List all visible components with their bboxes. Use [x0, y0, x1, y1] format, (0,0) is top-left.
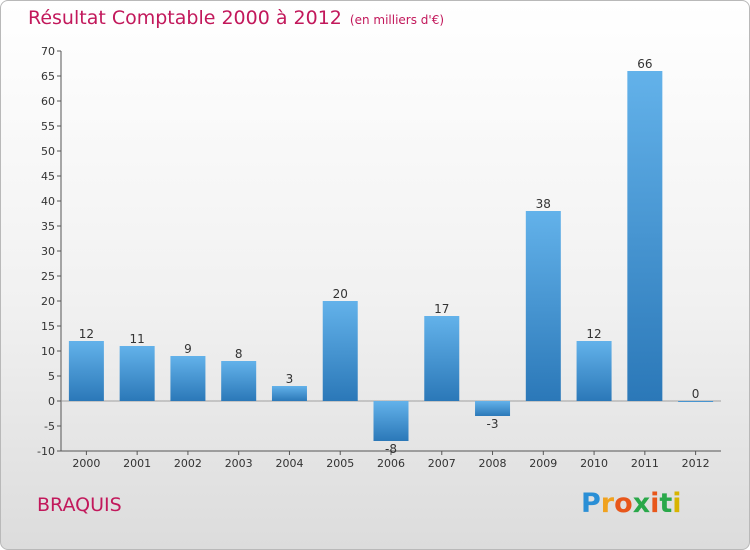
- x-tick-label: 2007: [428, 457, 456, 470]
- y-tick-label: 45: [41, 170, 55, 183]
- bar-2001: [119, 346, 155, 401]
- chart-subtitle: (en milliers d'€): [349, 13, 445, 27]
- x-tick-label: 2000: [72, 457, 100, 470]
- x-tick-label: 2010: [580, 457, 608, 470]
- bar-2009: [525, 211, 561, 401]
- y-tick-label: 65: [41, 70, 55, 83]
- bar-2011: [627, 71, 663, 401]
- value-label: 20: [333, 287, 348, 301]
- x-tick-label: 2009: [529, 457, 557, 470]
- value-label: 17: [434, 302, 449, 316]
- chart-title: Résultat Comptable 2000 à 2012 (en millie…: [28, 7, 444, 29]
- value-label: 12: [79, 327, 94, 341]
- proxiti-logo: Proxiti: [581, 488, 682, 519]
- x-tick-label: 2005: [326, 457, 354, 470]
- y-tick-label: 10: [41, 345, 55, 358]
- y-tick-label: 50: [41, 145, 55, 158]
- x-tick-label: 2004: [275, 457, 303, 470]
- value-label: 8: [235, 347, 243, 361]
- y-tick-label: 60: [41, 95, 55, 108]
- y-tick-label: 35: [41, 220, 55, 233]
- value-label: 38: [536, 197, 551, 211]
- x-tick-label: 2012: [682, 457, 710, 470]
- bar-2007: [424, 316, 460, 401]
- value-label: -8: [385, 442, 397, 456]
- y-tick-label: 70: [41, 45, 55, 58]
- x-tick-label: 2006: [377, 457, 405, 470]
- y-tick-label: 40: [41, 195, 55, 208]
- y-tick-label: -10: [37, 445, 55, 458]
- y-tick-label: 25: [41, 270, 55, 283]
- bar-2006: [373, 401, 409, 441]
- x-tick-label: 2001: [123, 457, 151, 470]
- x-tick-label: 2002: [174, 457, 202, 470]
- bar-2005: [322, 301, 358, 401]
- bar-2004: [271, 386, 307, 401]
- bar-2003: [221, 361, 257, 401]
- y-tick-label: 0: [48, 395, 55, 408]
- x-tick-label: 2011: [631, 457, 659, 470]
- value-label: 11: [130, 332, 145, 346]
- value-label: 3: [286, 372, 294, 386]
- bar-2008: [475, 401, 511, 416]
- commune-name: BRAQUIS: [37, 494, 122, 516]
- value-label: 66: [637, 57, 652, 71]
- bar-2010: [576, 341, 612, 401]
- chart-labels: 2000 12 2001 11 2002 9 2003 8 2004 3 2005 20 2006-8 2…: [72, 57, 709, 470]
- value-label: 9: [184, 342, 192, 356]
- x-tick-label: 2008: [479, 457, 507, 470]
- bar-2012: [678, 401, 714, 402]
- chart-title-text: Résultat Comptable 2000 à 2012: [28, 7, 342, 29]
- value-label: 0: [692, 387, 700, 401]
- y-tick-label: 15: [41, 320, 55, 333]
- y-tick-label: 20: [41, 295, 55, 308]
- bar-2000: [68, 341, 104, 401]
- bar-2002: [170, 356, 206, 401]
- value-label: 12: [586, 327, 601, 341]
- y-tick-label: 30: [41, 245, 55, 258]
- value-label: -3: [487, 417, 499, 431]
- y-tick-label: 55: [41, 120, 55, 133]
- chart-bars: [68, 71, 714, 441]
- y-tick-label: -5: [44, 420, 55, 433]
- x-tick-label: 2003: [225, 457, 253, 470]
- y-tick-label: 5: [48, 370, 55, 383]
